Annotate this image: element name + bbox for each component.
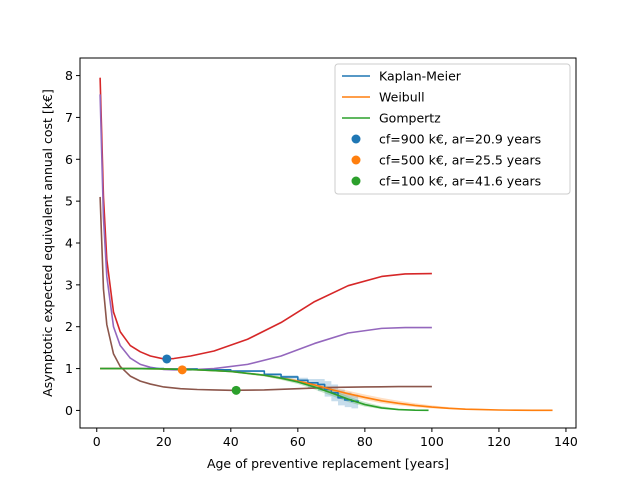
y-tick-label: 5 [65, 194, 73, 209]
y-tick-label: 7 [65, 110, 73, 125]
x-tick-label: 80 [357, 434, 373, 449]
y-tick-label: 0 [65, 403, 73, 418]
x-tick-label: 0 [93, 434, 101, 449]
legend-swatch-marker [351, 134, 361, 144]
y-tick-label: 3 [65, 277, 73, 292]
x-tick-label: 20 [156, 434, 172, 449]
y-tick-label: 1 [65, 361, 73, 376]
y-tick-label: 8 [65, 68, 73, 83]
legend-label: Kaplan-Meier [379, 69, 462, 84]
legend-swatch-marker [351, 155, 361, 165]
x-tick-label: 40 [223, 434, 239, 449]
optimum-point-1 [162, 354, 172, 364]
y-axis-label: Asymptotic expected equivalent annual co… [40, 89, 55, 397]
optimum-point-2 [177, 365, 187, 375]
legend-label: cf=900 k€, ar=20.9 years [379, 132, 541, 147]
legend-label: cf=100 k€, ar=41.6 years [379, 174, 541, 189]
legend-label: Gompertz [379, 111, 441, 126]
x-tick-label: 60 [290, 434, 306, 449]
x-tick-label: 100 [420, 434, 444, 449]
marker-points [162, 354, 241, 395]
x-tick-label: 120 [487, 434, 511, 449]
series-2-line [99, 196, 432, 392]
y-axis-ticks: 0 1 2 3 4 5 6 7 8 [65, 68, 80, 418]
x-axis-ticks: 0 20 40 60 80 100 120 140 [93, 428, 578, 449]
legend-label: cf=500 k€, ar=25.5 years [379, 153, 541, 168]
y-tick-label: 4 [65, 236, 73, 251]
kaplan-meier-confidence-band [100, 368, 359, 409]
x-axis-label: Age of preventive replacement [years] [207, 456, 449, 471]
legend-box [334, 63, 571, 195]
legend: Kaplan-Meier Weibull Gompertz cf=900 k€, a… [334, 63, 571, 195]
x-tick-label: 140 [554, 434, 578, 449]
legend-label: Weibull [379, 90, 425, 105]
y-tick-label: 6 [65, 152, 73, 167]
y-tick-label: 2 [65, 319, 73, 334]
optimum-point-3 [231, 385, 241, 395]
series-0-line [99, 77, 432, 360]
legend-swatch-marker [351, 176, 361, 186]
